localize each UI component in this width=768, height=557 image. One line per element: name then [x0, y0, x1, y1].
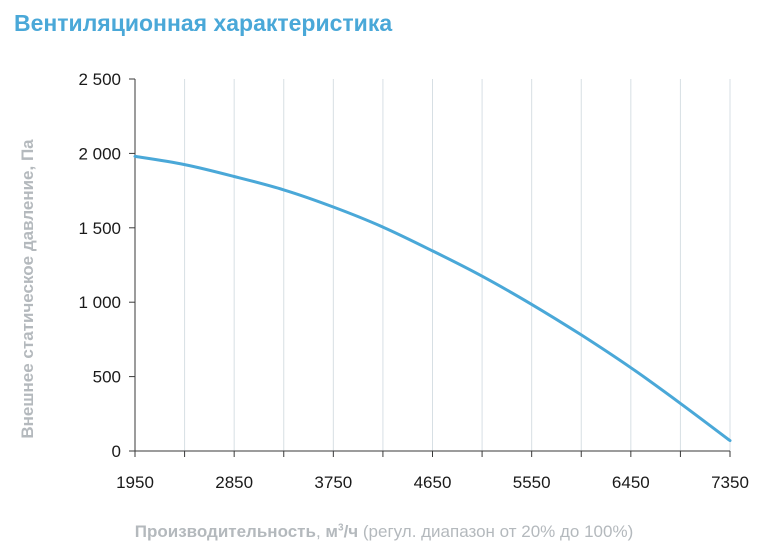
x-axis-label: Производительность, м3/ч (регул. диапазо…	[0, 522, 768, 542]
x-axis-label-unit: м3/ч	[325, 522, 358, 541]
y-tick-label: 2 500	[78, 70, 121, 89]
x-tick-label: 2850	[215, 473, 253, 492]
series-line	[133, 154, 732, 443]
y-tick-label: 500	[93, 368, 121, 387]
y-axis-label: Внешнее статическое давление, Па	[18, 139, 37, 439]
chart-title: Вентиляционная характеристика	[14, 10, 393, 36]
y-tick-label: 2 000	[78, 144, 121, 163]
x-tick-label: 6450	[612, 473, 650, 492]
x-tick-label: 1950	[116, 473, 154, 492]
tick-labels: 0 500 1 000 1 500 2 000 2 500 1950 2850 3750 4650…	[78, 70, 748, 492]
x-axis-unit-sup: 3	[338, 522, 344, 534]
y-tick-label: 1 500	[78, 219, 121, 238]
axes	[129, 78, 731, 457]
y-tick-label: 0	[112, 442, 121, 461]
x-axis-label-note: (регул. диапазон от 20% до 100%)	[358, 522, 634, 541]
x-tick-label: 7350	[711, 473, 749, 492]
series-layer	[133, 154, 732, 443]
y-tick-label: 1 000	[78, 293, 121, 312]
x-axis-label-main: Производительность	[134, 522, 316, 541]
x-axis-unit-rest: /ч	[343, 522, 359, 541]
grid-lines	[184, 79, 731, 451]
x-axis-label-sep: ,	[315, 522, 326, 541]
x-tick-label: 5550	[513, 473, 551, 492]
x-tick-label: 4650	[414, 473, 452, 492]
x-axis-unit-base: м	[325, 522, 338, 541]
x-tick-label: 3750	[314, 473, 352, 492]
